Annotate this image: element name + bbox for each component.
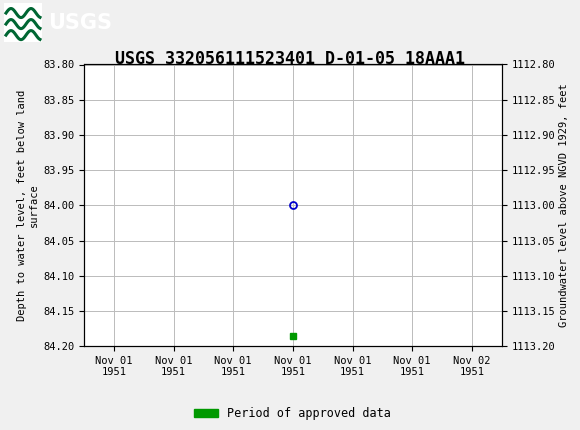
Y-axis label: Groundwater level above NGVD 1929, feet: Groundwater level above NGVD 1929, feet (559, 83, 570, 327)
Bar (4, 3, 42, 42)
Text: USGS: USGS (48, 13, 112, 33)
Text: USGS 332056111523401 D-01-05 18AAA1: USGS 332056111523401 D-01-05 18AAA1 (115, 50, 465, 68)
Y-axis label: Depth to water level, feet below land
surface: Depth to water level, feet below land su… (17, 90, 39, 321)
Legend: Period of approved data: Period of approved data (190, 402, 396, 425)
